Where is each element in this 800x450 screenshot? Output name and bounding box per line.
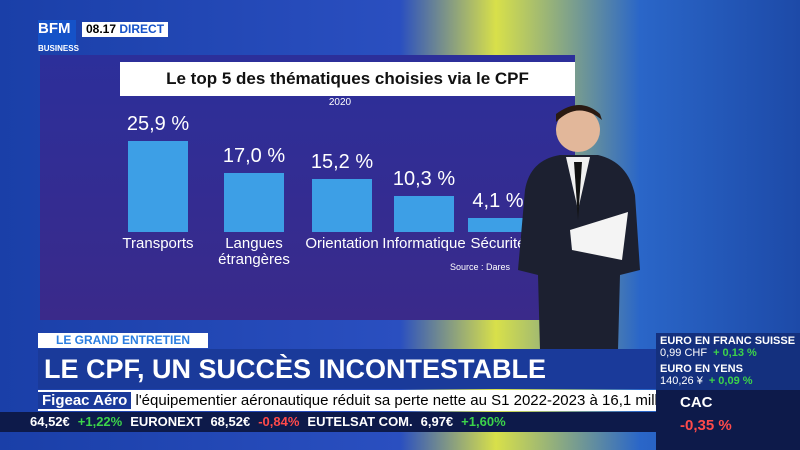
currency-name: EURO EN FRANC SUISSE [660,335,796,347]
currency-name: EURO EN YENS [660,363,743,375]
news-ticker: Figeac Aéro l'équipementier aéronautique… [38,390,656,411]
stock-change: -0,84% [258,414,300,429]
live: DIRECT [119,22,165,36]
index-change: -0,35 % [680,417,732,434]
logo-sub: BUSINESS [38,44,79,53]
chart-subtitle: 2020 [328,97,352,108]
category-label: Informatique [382,235,466,252]
bar [128,141,188,232]
value-label: 25,9 % [126,113,190,136]
category-label: Langues étrangères [218,235,290,268]
tag: LE GRAND ENTRETIEN [38,333,208,348]
logo-text: BFM [38,20,71,37]
stock-price: 68,52€ [210,414,251,429]
stock-change: +1,60% [461,414,506,429]
currency-box: EURO EN FRANC SUISSE 0,99 CHF + 0,13 % EURO… [656,333,800,390]
value-label: 4,1 % [472,189,524,212]
currency-change: + 0,13 % [713,347,757,359]
ticker-company: Figeac Aéro [38,392,132,409]
presenter [518,105,640,350]
currency: EURO EN FRANC SUISSE 0,99 CHF + 0,13 % [656,333,800,361]
stock-ticker: 64,52€ +1,22% EURONEXT 68,52€ -0,84% EUTELSAT… [0,412,686,432]
stock-name: EUTELSAT COM. [307,414,413,429]
stock-price: 64,52€ [30,414,70,429]
index-name: CAC [680,394,713,411]
bar [468,217,528,232]
bar [312,178,372,232]
category-label: Orientation [305,235,379,252]
category-label: Sécurité [470,235,526,252]
time: 08.17 [86,22,117,36]
currency-change: + 0,09 % [708,375,753,387]
bar [224,172,284,232]
index-box: CAC -0,35 % [656,390,800,450]
currency-value: 140,26 ¥ [660,375,703,387]
currency: EURO EN YENS 140,26 ¥ + 0,09 % [656,361,800,389]
stock-price: 6,97€ [420,414,454,429]
value-label: 15,2 % [310,150,374,173]
value-label: 17,0 % [222,144,286,167]
bar [394,195,454,232]
source: Source : Dares [450,262,511,272]
live-box: 08.17 DIRECT [82,22,169,37]
headline: LE CPF, UN SUCCÈS INCONTESTABLE [38,349,662,389]
logo: BFM BUSINESS [38,20,79,53]
chart-title: Le top 5 des thématiques choisies via le… [120,62,575,96]
stock-name: EURONEXT [130,414,203,429]
stock-change: +1,22% [77,414,123,429]
ticker-text: l'équipementier aéronautique réduit sa p… [135,392,656,409]
category-label: Transports [122,235,194,252]
value-label: 10,3 % [392,167,456,190]
currency-value: 0,99 CHF [660,347,708,359]
